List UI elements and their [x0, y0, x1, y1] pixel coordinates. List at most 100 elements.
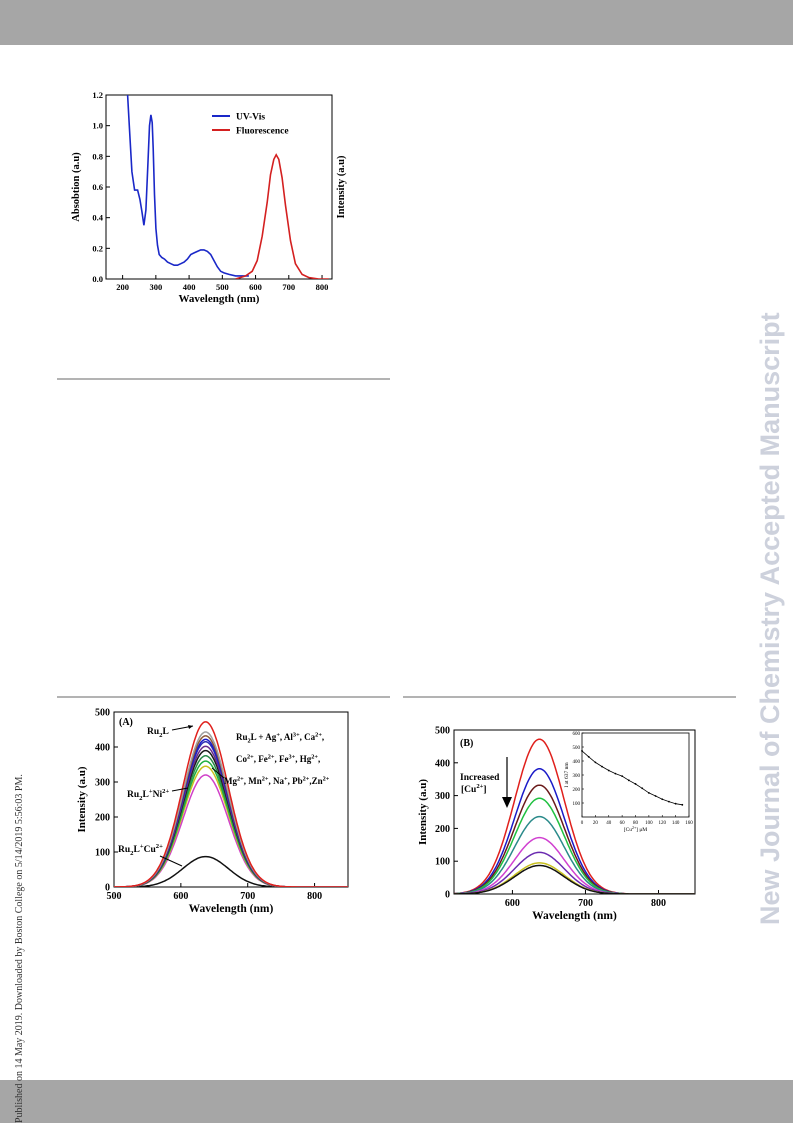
x-tick-label: 700 [282, 282, 295, 292]
header-bar [0, 0, 793, 45]
figure-divider-2 [57, 696, 390, 698]
x-axis-label: Wavelength (nm) [179, 293, 260, 305]
arrow-ni [171, 787, 189, 792]
x-tick-label: 300 [149, 282, 162, 292]
y-tick-label: 100 [435, 857, 450, 868]
x-tick-label: 600 [505, 898, 520, 909]
emission-curve [454, 797, 695, 894]
y-axis-label: Intensity (a.u) [417, 779, 429, 845]
ion-list-line-3: Mg2+​, Mn2+​, Na+​, Pb2+​,Zn2+​ [224, 775, 330, 786]
emission-curve [454, 836, 695, 894]
figure-divider-3 [403, 696, 736, 698]
inset-x-label: [Cu2+​] μM [624, 826, 647, 833]
y-tick-label: 200 [435, 824, 450, 835]
y-tick-label: 0 [445, 890, 450, 901]
y-tick-label: 500 [435, 726, 450, 737]
x-tick-label: 600 [249, 282, 262, 292]
inset-point [601, 765, 603, 768]
emission-curve [454, 738, 695, 894]
x-tick-label: 400 [183, 282, 196, 292]
series-line-1 [126, 95, 249, 277]
inset-frame [581, 732, 690, 818]
x-tick-label: 800 [316, 282, 329, 292]
x-tick-label: 200 [116, 282, 129, 292]
y-axis-label: Absobtion (a.u) [71, 152, 82, 222]
plot-frame [453, 729, 696, 895]
inset-chart: 0 20 40 60 80 100 120 140 160 100 200 300 400 500 600 [… [564, 732, 693, 833]
y2-axis-label: Intensity (a.u) [336, 155, 347, 219]
legend-label: Fluorescence [236, 127, 289, 137]
label-cu: Ru2​L+​Cu2+​ [118, 843, 163, 857]
annotation-increased: Increased [460, 773, 500, 783]
series-line-2 [235, 153, 329, 279]
inset-point [621, 775, 624, 778]
y-tick-label: 400 [95, 743, 110, 754]
inset-x-tick-label: 140 [672, 821, 680, 826]
emission-curve [454, 768, 695, 894]
label-ni: Ru2​L+​Ni2+​ [127, 788, 169, 802]
inset-x-tick-label: 20 [593, 821, 599, 826]
emission-curve [454, 815, 695, 894]
ion-list-line-2: Co2+​, Fe2+​, Fe3+​, Hg2+​, [236, 753, 320, 764]
y-tick-label: 200 [95, 813, 110, 824]
y-tick-label: 1.2 [92, 90, 103, 100]
inset-point [668, 800, 670, 803]
x-tick-label: 800 [307, 891, 322, 902]
inset-line [581, 750, 683, 806]
inset-y-tick-label: 600 [573, 732, 581, 737]
inset-point [641, 787, 644, 790]
inset-x-tick-label: 80 [633, 821, 639, 826]
inset-y-label: I at 637 nm [564, 762, 570, 788]
y-tick-label: 300 [95, 778, 110, 789]
y-tick-label: 0 [105, 883, 110, 894]
inset-y-tick-label: 100 [573, 802, 581, 807]
inset-point [607, 769, 610, 772]
chart-uv-fluorescence: 200 300 400 500 600 700 800 0.0 0.2 0.4 0.6 0.8 1.0 1… [71, 90, 347, 305]
inset-x-tick-label: 0 [581, 821, 584, 826]
y-tick-label: 300 [435, 791, 450, 802]
emission-curve [454, 851, 695, 894]
panel-label: (A) [119, 717, 133, 728]
figure-divider-1 [57, 378, 390, 380]
y-tick-label: 100 [95, 848, 110, 859]
arrow-ions [211, 767, 225, 779]
x-tick-label: 700 [240, 891, 255, 902]
x-tick-label: 600 [173, 891, 188, 902]
inset-x-tick-label: 120 [659, 821, 667, 826]
inset-x-tick-label: 40 [606, 821, 612, 826]
y-axis-label: Intensity (a.u) [76, 766, 88, 832]
annotation-cu: [Cu2+​] [461, 783, 487, 795]
arrow-head [502, 797, 512, 808]
x-tick-label: 500 [216, 282, 229, 292]
inset-point [587, 755, 590, 758]
x-axis-label: Wavelength (nm) [189, 903, 274, 915]
y-tick-label: 1.0 [92, 121, 103, 131]
y-tick-label: 0.4 [92, 213, 103, 223]
inset-x-tick-label: 60 [620, 821, 626, 826]
label-ru2l: Ru2​L [147, 727, 169, 739]
arrow-cu [159, 855, 183, 867]
y-tick-label: 500 [95, 708, 110, 719]
chart-panel-a: 500 600 700 800 0 100 200 300 400 500 Wavelength (… [76, 708, 349, 915]
inset-point [594, 761, 597, 764]
y-tick-label: 0.6 [92, 182, 103, 192]
x-tick-label: 800 [651, 898, 666, 909]
inset-y-tick-label: 500 [573, 746, 581, 751]
inset-point [681, 803, 684, 806]
inset-point [661, 798, 664, 801]
y-tick-label: 0.0 [92, 274, 103, 284]
emission-curve [454, 864, 695, 894]
emission-curve [454, 784, 695, 894]
inset-x-tick-label: 100 [645, 821, 653, 826]
inset-point [614, 772, 617, 775]
legend-label: UV-Vis [236, 113, 265, 123]
footer-bar [0, 1080, 793, 1123]
emission-curve [114, 855, 348, 887]
inset-point [674, 802, 677, 805]
inset-y-tick-label: 200 [573, 788, 581, 793]
x-tick-label: 700 [578, 898, 593, 909]
panel-label: (B) [460, 738, 473, 749]
inset-point [581, 750, 583, 752]
